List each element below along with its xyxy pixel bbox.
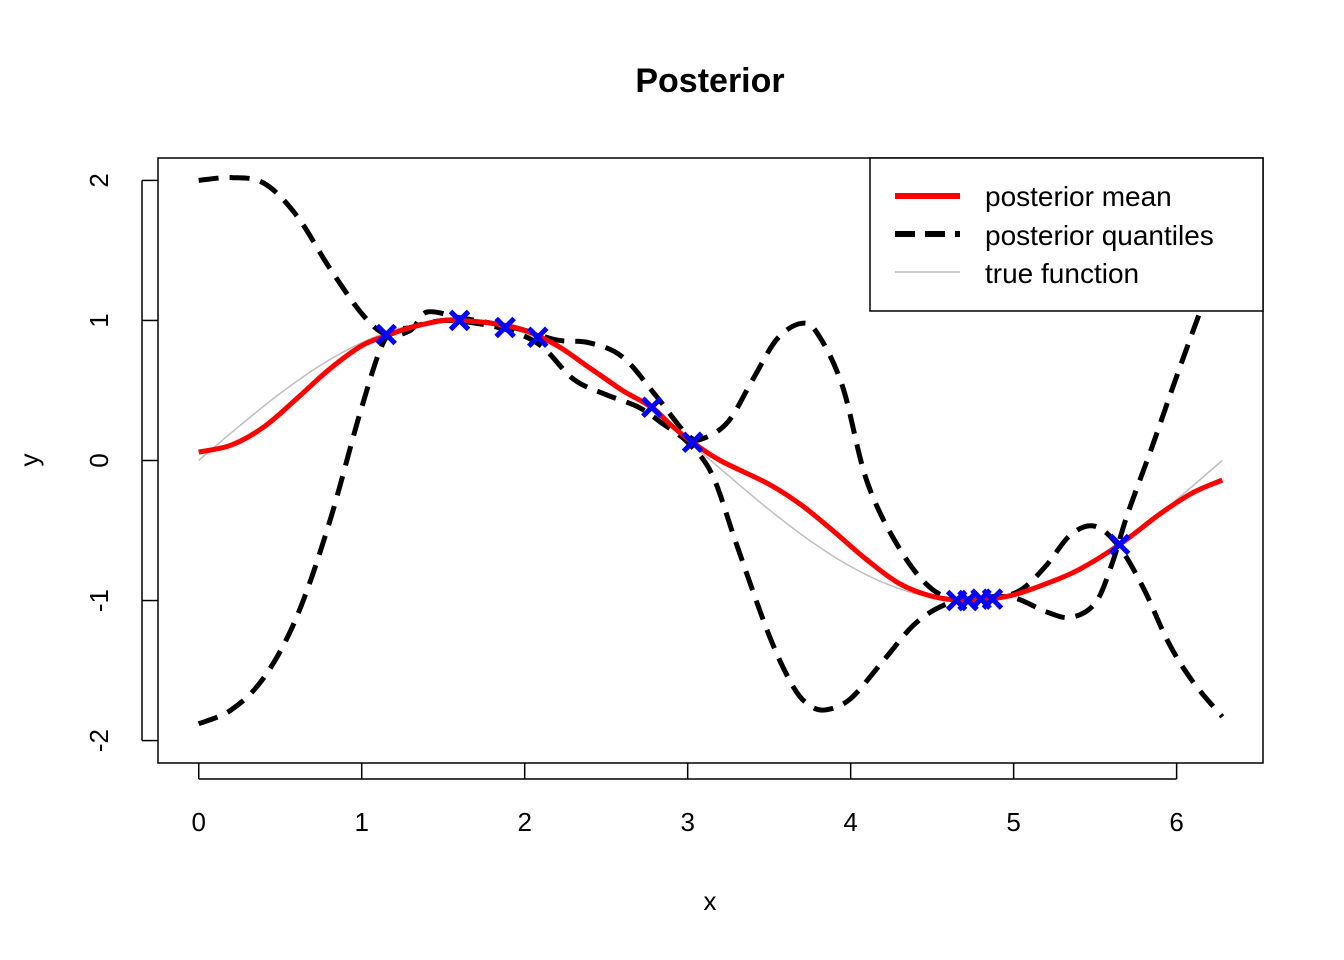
x-tick-label: 0 <box>192 807 206 837</box>
x-tick-label: 4 <box>843 807 857 837</box>
y-tick-label: 1 <box>84 313 114 327</box>
y-tick-label: -2 <box>84 729 114 752</box>
observation-marker <box>494 316 516 339</box>
series-posterior-mean <box>198 317 1224 604</box>
x-axis-label: x <box>704 886 717 916</box>
y-tick-label: 0 <box>84 453 114 467</box>
series-posterior-quantiles-lower <box>197 291 1212 727</box>
observation-stroke <box>981 588 1004 610</box>
y-tick-label: -1 <box>84 589 114 612</box>
observation-stroke <box>1108 533 1131 556</box>
observation-stroke <box>526 326 549 349</box>
observation-marker <box>981 588 1004 610</box>
series-true-function <box>198 319 1223 602</box>
observation-stroke <box>448 309 471 332</box>
observation-marker <box>375 323 397 346</box>
observation-marker <box>641 396 663 419</box>
y-axis-label: y <box>14 454 44 467</box>
x-tick-label: 3 <box>680 807 694 837</box>
observation-marker <box>526 326 549 349</box>
observation-stroke <box>375 323 397 346</box>
chart-title: Posterior <box>635 62 784 100</box>
legend-label-mean: posterior mean <box>985 181 1172 212</box>
observation-stroke <box>681 431 704 454</box>
y-tick-label: 2 <box>84 173 114 187</box>
axes: 0 1 2 3 4 5 6 -2 -1 0 1 2 <box>84 157 1264 837</box>
observation-marker <box>448 309 471 332</box>
observation-markers <box>375 309 1131 612</box>
x-tick-label: 5 <box>1006 807 1020 837</box>
legend: posterior mean posterior quantiles true … <box>869 157 1264 312</box>
x-tick-label: 6 <box>1169 807 1183 837</box>
observation-marker <box>681 431 704 454</box>
legend-label-true: true function <box>985 258 1139 289</box>
x-tick-label: 2 <box>517 807 531 837</box>
observation-marker <box>1108 533 1131 556</box>
observation-stroke <box>494 316 516 339</box>
observation-stroke <box>641 396 663 419</box>
x-tick-label: 1 <box>354 807 368 837</box>
legend-label-quantiles: posterior quantiles <box>985 220 1214 251</box>
